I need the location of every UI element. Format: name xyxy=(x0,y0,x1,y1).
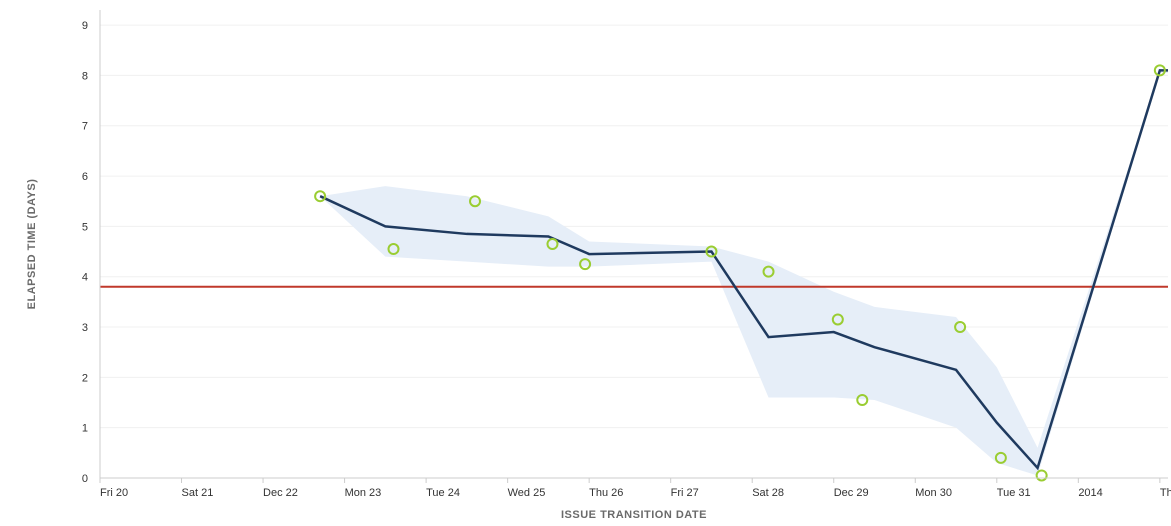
x-tick-label: Mon 30 xyxy=(915,487,952,499)
x-axis-label: ISSUE TRANSITION DATE xyxy=(561,509,707,521)
x-tick-label: 2014 xyxy=(1078,487,1102,499)
x-tick-label: Tue 31 xyxy=(997,487,1031,499)
y-tick-label: 9 xyxy=(82,20,88,32)
y-tick-label: 8 xyxy=(82,70,88,82)
x-tick-label: Wed 25 xyxy=(508,487,546,499)
x-tick-label: Sat 28 xyxy=(752,487,784,499)
x-tick-label: Sat 21 xyxy=(182,487,214,499)
y-tick-label: 7 xyxy=(82,121,88,133)
x-tick-label: Fri 20 xyxy=(100,487,128,499)
y-tick-label: 1 xyxy=(82,423,88,435)
y-tick-label: 6 xyxy=(82,171,88,183)
x-tick-label: Dec 22 xyxy=(263,487,298,499)
y-axis-label: ELAPSED TIME (DAYS) xyxy=(26,179,38,310)
y-tick-label: 2 xyxy=(82,372,88,384)
x-tick-label: Fri 27 xyxy=(671,487,699,499)
x-tick-label: Thu 26 xyxy=(589,487,623,499)
y-tick-label: 5 xyxy=(82,221,88,233)
x-tick-label: Dec 29 xyxy=(834,487,869,499)
chart-svg: 0 1 2 3 4 5 6 7 8 9 Fri 20 Sat 21 Dec 22 Mon 23 Tue 24… xyxy=(0,0,1171,526)
chart-container: 0 1 2 3 4 5 6 7 8 9 Fri 20 Sat 21 Dec 22 Mon 23 Tue 24… xyxy=(0,0,1171,526)
y-tick-label: 0 xyxy=(82,473,88,485)
x-tick-label: Thu 02 xyxy=(1160,487,1171,499)
x-tick-label: Tue 24 xyxy=(426,487,460,499)
x-tick-label: Mon 23 xyxy=(345,487,382,499)
y-tick-label: 3 xyxy=(82,322,88,334)
y-tick-label: 4 xyxy=(82,272,88,284)
